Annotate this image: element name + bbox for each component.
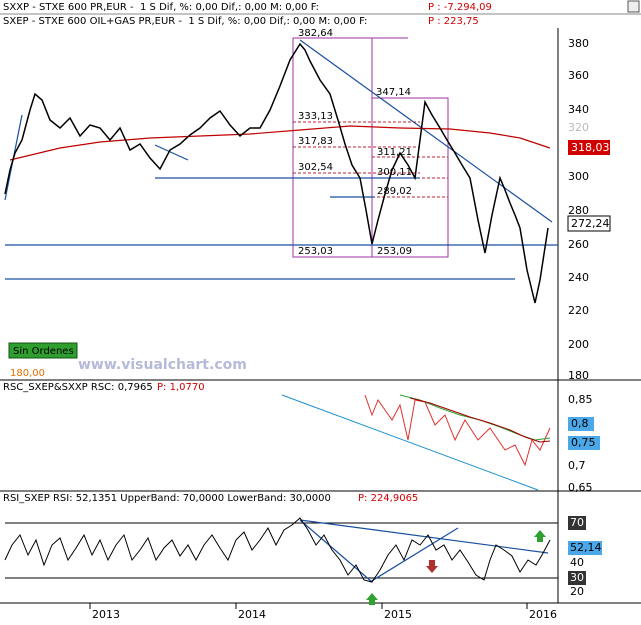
axis-label: 20 — [570, 585, 584, 598]
fib-label: 302,54 — [298, 162, 333, 173]
moving-average — [9, 125, 551, 161]
axis-label: 180 — [568, 369, 589, 382]
rsi-badge-label: 52,14 — [570, 541, 602, 554]
axis-label: 40 — [570, 556, 584, 569]
rsi-header-price: P: 224,9065 — [358, 493, 418, 504]
axis-label: 0,85 — [568, 393, 593, 406]
axis-label: 320 — [568, 121, 589, 134]
sell-signal — [426, 560, 438, 573]
header-sxxp-price: P : -7.294,09 — [428, 2, 492, 13]
buy-signal — [366, 593, 378, 605]
rsi-badge — [568, 541, 602, 555]
price-badge-label: 272,24 — [571, 217, 610, 230]
rsi-series — [4, 517, 551, 583]
price-axis: 380 360 340 300 280 260 240 220 200 180 … — [568, 37, 589, 382]
year-label: 2016 — [529, 608, 557, 621]
axis-label: 200 — [568, 338, 589, 351]
rsc-header-price: P: 1,0770 — [157, 382, 205, 393]
header-sxep: SXEP - STXE 600 OIL+GAS PR,EUR - 1 S Dif… — [3, 16, 367, 27]
time-axis: 2013 2014 2015 2016 — [89, 603, 557, 621]
rsi-header: RSI_SXEP RSI: 52,1351 UpperBand: 70,0000… — [3, 493, 331, 504]
rsi-badge-label: 30 — [570, 571, 584, 584]
rsc-header: RSC_SXEP&SXXP RSC: 0,7965 — [3, 382, 153, 393]
rsc-series — [364, 394, 551, 467]
fib-label: 382,64 — [298, 28, 333, 39]
price-series — [4, 42, 549, 304]
year-label: 2015 — [384, 608, 412, 621]
axis-label: 340 — [568, 103, 589, 116]
ma-badge-label: 318,03 — [571, 141, 610, 154]
header-sxxp: SXXP - STXE 600 PR,EUR - 1 S Dif, %: 0,0… — [3, 2, 319, 13]
fib-label: 300,11 — [377, 167, 412, 178]
fib-label: 253,03 — [298, 246, 333, 257]
rsi-badge-label: 70 — [570, 516, 584, 529]
axis-label: 240 — [568, 271, 589, 284]
fib-label: 347,14 — [376, 87, 411, 98]
axis-label: 360 — [568, 69, 589, 82]
axis-label: 280 — [568, 204, 589, 217]
scroll-button[interactable] — [627, 0, 640, 13]
buy-signal — [534, 530, 546, 542]
fib-label: 289,02 — [377, 186, 412, 197]
rsc-badge — [568, 417, 594, 431]
fib-label: 317,83 — [298, 136, 333, 147]
fib-label: 333,13 — [298, 111, 333, 122]
year-label: 2013 — [92, 608, 120, 621]
orders-badge-label: Sin Ordenes — [13, 346, 74, 357]
axis-label: 220 — [568, 304, 589, 317]
price-badge — [567, 215, 611, 232]
rsc-average-slow — [409, 397, 551, 443]
rsc-badge-label: 0,8 — [571, 417, 589, 430]
cursor-value: 180,00 — [10, 368, 45, 379]
axis-label: 300 — [568, 170, 589, 183]
orders-badge[interactable] — [8, 342, 78, 359]
rsi-badge — [568, 516, 586, 530]
rsc-badge-label: 0,75 — [571, 436, 596, 449]
rsc-axis: 0,85 0,7 0,65 — [568, 393, 593, 494]
header-sxep-price: P : 223,75 — [428, 16, 479, 27]
axis-label: 380 — [568, 37, 589, 50]
axis-label: 0,65 — [568, 481, 593, 494]
watermark: www.visualchart.com — [78, 357, 247, 373]
axis-label: 0,7 — [568, 459, 586, 472]
rsi-badge — [568, 571, 586, 585]
fib-label: 253,09 — [377, 246, 412, 257]
fib-label: 311,21 — [377, 147, 412, 158]
trend-line — [281, 394, 539, 491]
rsc-badge — [568, 436, 600, 450]
year-label: 2014 — [238, 608, 266, 621]
axis-label: 260 — [568, 238, 589, 251]
ma-badge — [568, 140, 610, 155]
